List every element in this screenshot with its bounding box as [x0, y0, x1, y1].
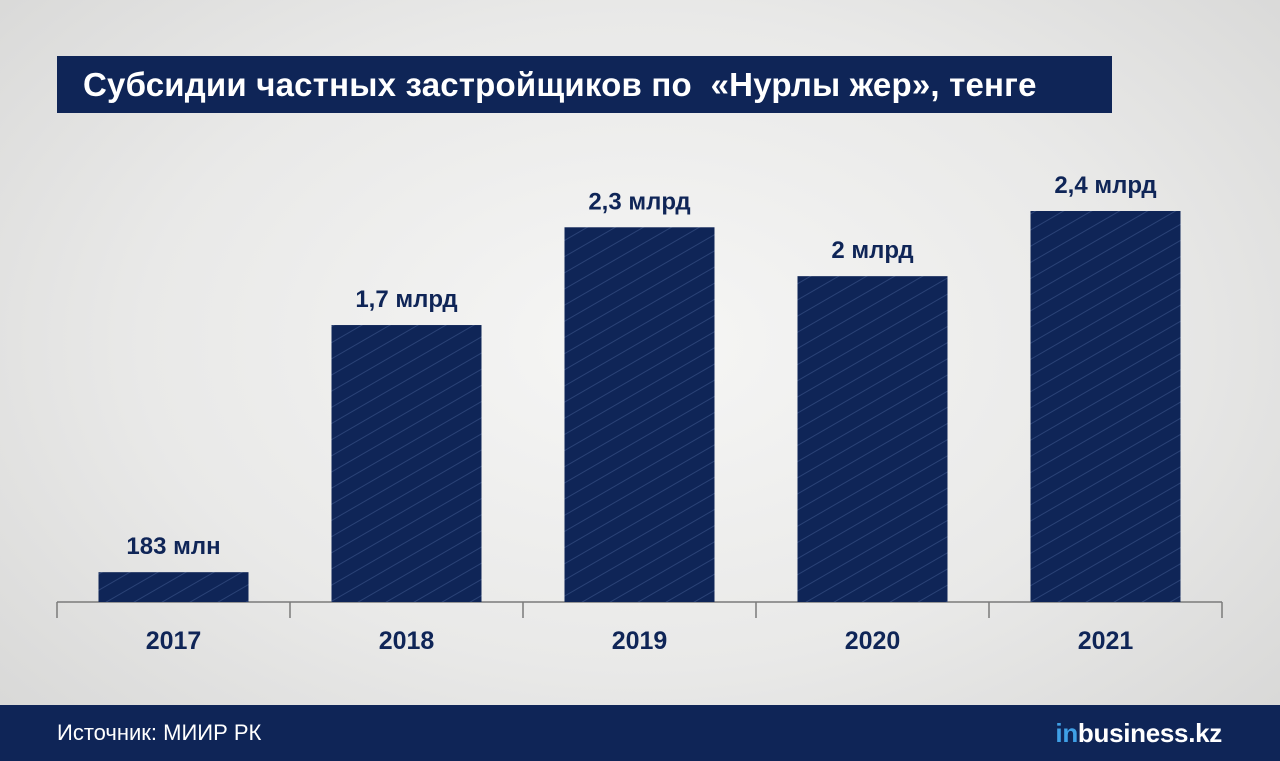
brand-logo-main: business.kz [1077, 718, 1222, 748]
x-tick-label-2018: 2018 [379, 627, 435, 655]
bar-2018 [331, 325, 482, 602]
brand-logo-prefix: in [1055, 718, 1078, 748]
source-note: Источник: МИИР РК [57, 720, 262, 745]
data-label-2020: 2 млрд [831, 237, 913, 264]
bar-2017 [98, 572, 249, 602]
data-label-2017: 183 млн [126, 533, 220, 560]
x-tick-label-2021: 2021 [1078, 627, 1134, 655]
x-tick-label-2017: 2017 [146, 627, 202, 655]
data-label-2019: 2,3 млрд [588, 188, 690, 215]
bar-2019 [564, 227, 715, 602]
x-tick-label-2020: 2020 [845, 627, 901, 655]
brand-logo: inbusiness.kz [1055, 718, 1222, 749]
chart-title-box: Субсидии частных застройщиков по «Нурлы … [57, 56, 1112, 113]
bar-2020 [797, 276, 948, 602]
bar-chart: 183 млн 2017 1,7 млрд 2018 2,3 млрд 2019 2 млр… [56, 172, 1223, 655]
data-label-2021: 2,4 млрд [1054, 172, 1156, 199]
bar-2021 [1030, 211, 1181, 602]
chart-title: Субсидии частных застройщиков по «Нурлы … [83, 65, 1037, 103]
footer-bar: Источник: МИИР РК inbusiness.kz [0, 705, 1280, 761]
x-tick-label-2019: 2019 [612, 627, 668, 655]
data-label-2018: 1,7 млрд [355, 286, 457, 313]
